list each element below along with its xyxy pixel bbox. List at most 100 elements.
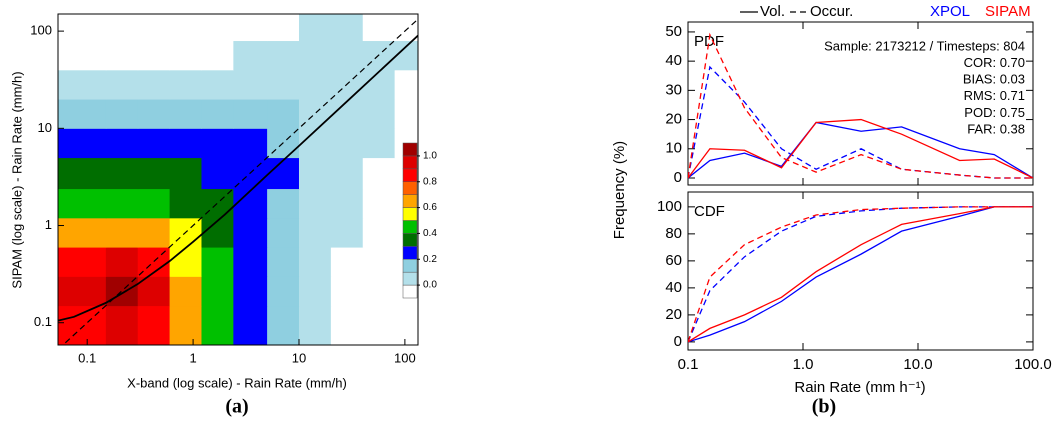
data-line [688, 206, 1033, 343]
heat-cell [330, 276, 364, 307]
colorbar-bin [402, 259, 418, 273]
legend-series: SIPAM [985, 3, 1031, 20]
heat-cell [267, 276, 300, 307]
data-line [688, 121, 1033, 179]
heat-cell [58, 69, 107, 100]
heat-cell [394, 69, 418, 100]
heat-cell [394, 99, 418, 129]
colorbar-bin [402, 168, 418, 182]
heat-cell [233, 69, 268, 100]
stat-annotation: Sample: 2173212 / Timesteps: 804 [824, 38, 1025, 53]
heat-cell [298, 157, 332, 190]
colorbar-tick-label: 0.2 [423, 254, 437, 265]
heat-cell [267, 247, 300, 277]
colorbar-bin [402, 194, 418, 208]
heat-cell [394, 40, 418, 71]
colorbar-tick-label: 0.6 [423, 202, 437, 213]
heat-cell [330, 188, 364, 219]
heat-cell [362, 188, 396, 219]
colorbar-bin [402, 246, 418, 260]
colorbar-bin [402, 284, 418, 299]
data-line [688, 32, 1033, 179]
heat-cell [169, 305, 202, 345]
panel-a: 0.0 0.2 0.4 0.6 0.8 1.0 0.1 1 10 100 0.1 1 10 100 X-ba… [9, 13, 437, 418]
heat-cell [169, 276, 202, 307]
heat-cell [105, 305, 139, 345]
heat-cell [233, 99, 268, 129]
y-tick-label: 10 [665, 140, 682, 157]
heat-cell [298, 188, 332, 219]
heat-cell [394, 14, 418, 42]
legend-label: Occur. [810, 3, 853, 20]
colorbar-tick-label: 1.0 [423, 151, 437, 162]
heat-cell [233, 40, 268, 71]
panel-label: (a) [225, 396, 248, 418]
heat-cell [233, 188, 268, 219]
heat-cell [201, 14, 234, 42]
heat-cell [330, 157, 364, 190]
heat-cell [137, 128, 171, 159]
y-tick-label: 50 [665, 23, 682, 40]
y-tick-label: 1 [45, 217, 52, 232]
heat-cell [169, 188, 202, 219]
heat-cell [105, 217, 139, 248]
x-tick-label: 10.0 [903, 356, 932, 373]
heat-cell [201, 217, 234, 248]
y-tick-label: 20 [665, 111, 682, 128]
heat-cell [362, 305, 396, 345]
colorbar-bin [402, 181, 418, 195]
heat-cell [362, 247, 396, 277]
heat-cell [362, 157, 396, 190]
plot-frame [687, 191, 1034, 351]
y-tick-label: 40 [665, 279, 682, 296]
heat-cell [267, 305, 300, 345]
y-tick-label: 0 [674, 333, 682, 350]
stat-annotation: POD: 0.75 [964, 105, 1025, 120]
heat-cell [105, 247, 139, 277]
y-tick-label: 20 [665, 306, 682, 323]
heat-cell [267, 99, 300, 129]
heat-cell [137, 217, 171, 248]
subplot-label: CDF [694, 203, 725, 220]
heat-cell [298, 247, 332, 277]
heat-cell [298, 69, 332, 100]
colorbar-bin [402, 271, 418, 286]
y-tick-label: 100 [657, 198, 682, 215]
y-tick-label: 40 [665, 52, 682, 69]
heat-cell [298, 305, 332, 345]
heat-cell [105, 69, 139, 100]
data-line [688, 206, 1033, 343]
heat-cell [267, 157, 300, 190]
heat-cell [169, 69, 202, 100]
heat-cell [298, 14, 332, 42]
heat-cell [362, 217, 396, 248]
data-line [688, 118, 1033, 179]
heat-cell [233, 217, 268, 248]
heat-cell [362, 276, 396, 307]
colorbar-tick-label: 0.8 [423, 176, 437, 187]
colorbar-bin [402, 142, 418, 157]
heat-cell [267, 217, 300, 248]
heat-cell [105, 188, 139, 219]
heat-cell [105, 14, 139, 42]
heat-cell [233, 128, 268, 159]
heat-cell [233, 247, 268, 277]
data-line [688, 206, 1033, 343]
heat-cell [298, 276, 332, 307]
stat-annotation: COR: 0.70 [964, 55, 1025, 70]
heat-cell [330, 217, 364, 248]
fit-line [62, 18, 418, 345]
heat-cell [201, 247, 234, 277]
heat-cell [169, 40, 202, 71]
y-axis-label: Frequency (%) [611, 141, 628, 239]
heat-cell [169, 99, 202, 129]
legend-label: Vol. [760, 3, 785, 20]
heat-cell [137, 276, 171, 307]
heat-cell [330, 14, 364, 42]
heat-cell [58, 128, 107, 159]
x-tick-label: 0.1 [78, 350, 96, 365]
heat-cell [105, 99, 139, 129]
heat-cell [201, 305, 234, 345]
heat-cell [233, 276, 268, 307]
heat-cell [105, 128, 139, 159]
